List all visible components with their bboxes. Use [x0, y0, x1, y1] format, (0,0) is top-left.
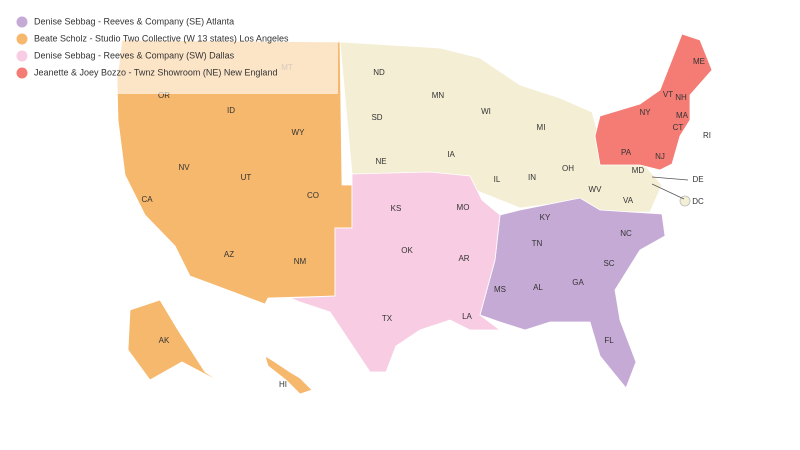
leader-line [651, 183, 685, 200]
region-shape [479, 197, 666, 389]
state-label: NC [620, 229, 632, 238]
state-label: NM [294, 257, 307, 266]
state-label: LA [462, 312, 472, 321]
state-label: OH [562, 164, 574, 173]
legend-label[interactable]: Jeanette & Joey Bozzo - Twnz Showroom (N… [34, 67, 277, 77]
legend-label[interactable]: Beate Scholz - Studio Two Collective (W … [34, 33, 289, 43]
state-label: SC [603, 259, 614, 268]
state-label: RI [703, 131, 711, 140]
state-label: MO [457, 203, 470, 212]
state-label: UT [241, 173, 252, 182]
state-label: NV [178, 163, 190, 172]
state-label: ME [693, 57, 705, 66]
state-label: NJ [655, 152, 665, 161]
state-label: CA [141, 195, 153, 204]
hawaii-shape [264, 355, 313, 395]
state-label: CO [307, 191, 319, 200]
legend-swatch[interactable] [16, 33, 28, 45]
region-shape [594, 33, 713, 171]
state-label: MS [494, 285, 506, 294]
state-label: MA [676, 111, 689, 120]
alaska-shape [127, 299, 221, 383]
leader-line [651, 176, 689, 181]
state-label: KY [540, 213, 551, 222]
state-label: MN [432, 91, 445, 100]
legend-label[interactable]: Denise Sebbag - Reeves & Company (SW) Da… [34, 50, 235, 60]
state-label: AZ [224, 250, 234, 259]
region-shape [116, 39, 353, 305]
state-label: HI [279, 380, 287, 389]
legend-swatch[interactable] [16, 16, 28, 28]
state-label: TN [532, 239, 543, 248]
state-label: KS [391, 204, 402, 213]
state-label: ND [373, 68, 385, 77]
state-label: FL [604, 336, 614, 345]
state-label: DE [692, 175, 703, 184]
state-label: WV [589, 185, 603, 194]
region-shape [289, 171, 502, 373]
state-label: GA [572, 278, 584, 287]
state-label: VA [623, 196, 634, 205]
state-label: AK [159, 336, 170, 345]
legend-background [8, 10, 338, 94]
state-label: CT [673, 123, 684, 132]
state-label: NY [639, 108, 651, 117]
state-label: NH [675, 93, 687, 102]
state-label: IN [528, 173, 536, 182]
state-label: MI [537, 123, 546, 132]
legend-label[interactable]: Denise Sebbag - Reeves & Company (SE) At… [34, 16, 234, 26]
state-label: ID [227, 106, 235, 115]
state-label: NE [375, 157, 386, 166]
state-label: IA [447, 150, 455, 159]
legend-swatch[interactable] [16, 50, 28, 62]
state-label: SD [371, 113, 382, 122]
state-label: TX [382, 314, 393, 323]
state-label: OK [401, 246, 413, 255]
state-label: AR [458, 254, 469, 263]
state-label: AL [533, 283, 543, 292]
state-label: PA [621, 148, 632, 157]
state-label: WI [481, 107, 491, 116]
legend: Denise Sebbag - Reeves & Company (SE) At… [16, 16, 289, 79]
state-label: WY [292, 128, 306, 137]
state-label: DC [692, 197, 704, 206]
state-label: MD [632, 166, 645, 175]
state-label: IL [494, 175, 501, 184]
state-label: VT [663, 90, 673, 99]
region-shapes [116, 33, 713, 395]
state-label: OR [158, 91, 170, 100]
legend-swatch[interactable] [16, 67, 28, 79]
